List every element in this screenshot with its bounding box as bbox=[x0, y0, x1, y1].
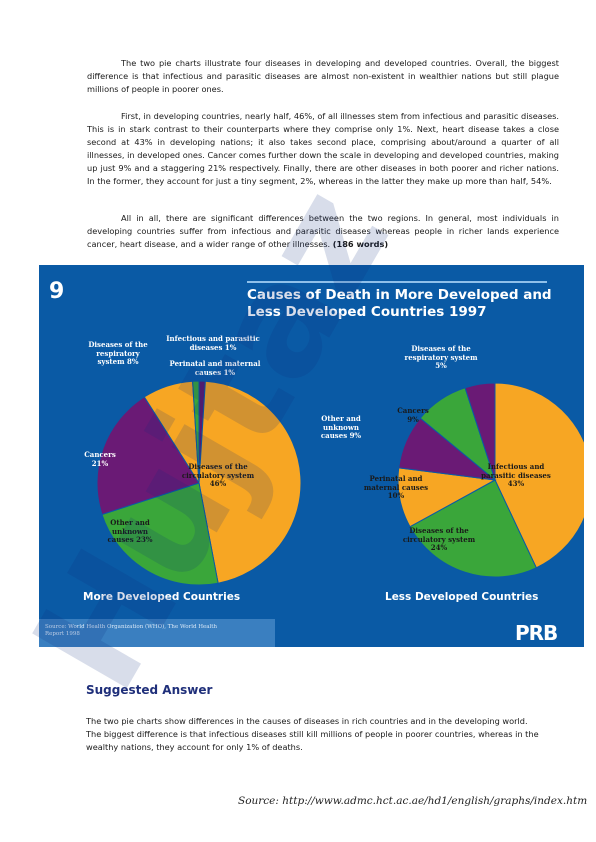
pie-chart-figure: 9 Causes of Death in More Developed and … bbox=[39, 265, 584, 647]
label-other-developed: Other and unknown causes 23% bbox=[107, 518, 153, 544]
figure-source-box: Source: World Health Organization (WHO),… bbox=[39, 619, 275, 647]
label-perinatal-developed: Perinatal and maternal causes 1% bbox=[169, 359, 261, 377]
label-circulatory-developed: Diseases of the circulatory system 46% bbox=[181, 462, 255, 488]
caption-less-developed: Less Developed Countries bbox=[385, 591, 539, 603]
label-perinatal-developing: Perinatal and maternal causes 10% bbox=[363, 474, 429, 500]
essay-paragraph-3: All in all, there are significant differ… bbox=[87, 213, 559, 250]
pie-slice-developed-5 bbox=[192, 380, 200, 484]
label-circulatory-developing: Diseases of the circulatory system 24% bbox=[402, 526, 476, 552]
pie-slice-developed-3 bbox=[96, 396, 200, 516]
label-cancers-developing: Cancers 9% bbox=[397, 406, 429, 424]
figure-title-line-2: Less Developed Countries 1997 bbox=[247, 304, 487, 320]
label-infectious-developed: Infectious and parasitic diseases 1% bbox=[166, 334, 260, 352]
label-other-developing: Other and unknown causes 9% bbox=[320, 414, 362, 440]
figure-source-text: Source: World Health Organization (WHO),… bbox=[45, 624, 218, 637]
suggested-answer-text: The two pie charts show differences in t… bbox=[86, 716, 539, 752]
label-infectious-developing: Infectious and parasitic diseases 43% bbox=[481, 462, 551, 488]
prb-logo: PRB bbox=[515, 621, 558, 645]
word-count: (186 words) bbox=[332, 239, 389, 250]
suggested-answer-heading: Suggested Answer bbox=[86, 683, 213, 697]
essay-paragraph-1: The two pie charts illustrate four disea… bbox=[87, 58, 559, 95]
pie-charts bbox=[96, 380, 584, 586]
pie-slice-developing-0 bbox=[494, 382, 584, 569]
label-cancers-developed: Cancers 21% bbox=[84, 450, 116, 468]
essay-paragraph-2: First, in developing countries, nearly h… bbox=[87, 111, 559, 187]
pie-slice-developed-1 bbox=[198, 380, 302, 584]
caption-more-developed: More Developed Countries bbox=[83, 591, 241, 603]
label-respiratory-developed: Diseases of the respiratory system 8% bbox=[88, 340, 148, 366]
pie-slice-developing-5 bbox=[464, 382, 496, 481]
figure-number: 9 bbox=[49, 279, 65, 304]
source-url-line: Source: http://www.admc.hct.ac.ae/hd1/en… bbox=[238, 795, 588, 807]
pie-slice-developed-2 bbox=[101, 482, 219, 586]
figure-title: Causes of Death in More Developed and Le… bbox=[247, 281, 567, 321]
pie-slice-developing-1 bbox=[409, 479, 537, 578]
label-respiratory-developing: Diseases of the respiratory system 5% bbox=[404, 344, 478, 370]
figure-title-line-1: Causes of Death in More Developed and bbox=[247, 287, 552, 303]
